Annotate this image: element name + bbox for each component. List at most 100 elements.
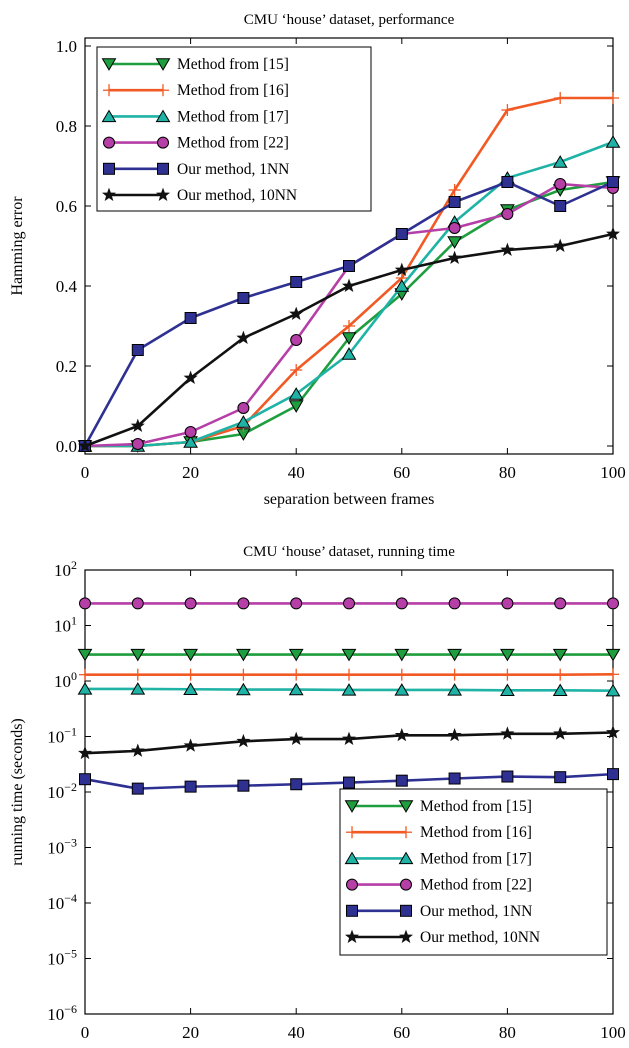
legend-marker [398, 800, 414, 813]
legend: Method from [15] Method from [16] Method f… [339, 788, 608, 956]
data-point [554, 771, 567, 784]
y-tick-exp: 0 [71, 669, 77, 683]
y-tick-base: 10 [54, 672, 71, 691]
series-5 [77, 226, 621, 452]
data-point [607, 768, 619, 781]
plot-frame [84, 37, 614, 455]
legend-entry: Our method, 10NN [344, 929, 540, 946]
data-point [79, 668, 91, 681]
data-point [184, 426, 197, 438]
x-tick-label: 0 [81, 463, 90, 482]
data-point [341, 278, 357, 292]
data-point [130, 418, 145, 432]
legend-marker [400, 904, 412, 917]
data-point [183, 435, 198, 448]
data-point [448, 184, 461, 196]
data-point [554, 200, 567, 212]
chart-0: CMU ‘house’ dataset, performance 0 20 40 60 8… [9, 12, 626, 508]
series-1 [79, 668, 619, 681]
data-point [236, 415, 251, 428]
legend-label: Method from [16] [420, 824, 532, 841]
legend-marker [398, 851, 414, 865]
data-point [130, 648, 146, 662]
data-point [447, 250, 462, 264]
legend-marker [346, 904, 358, 917]
data-point [290, 668, 303, 681]
y-axis-label: Hamming error [9, 196, 26, 296]
chart-title: CMU ‘house’ dataset, running time [243, 544, 455, 560]
data-point [605, 683, 621, 697]
x-tick-label: 20 [182, 1023, 199, 1042]
y-tick-base: 10 [47, 783, 64, 802]
data-point [501, 208, 514, 220]
data-point [131, 782, 144, 795]
legend-entry: Method from [17] [344, 850, 532, 867]
x-tick-label: 100 [600, 463, 626, 482]
y-tick-exp: 2 [71, 558, 77, 572]
legend-marker [344, 929, 360, 943]
y-tick-exp: −3 [64, 836, 77, 850]
y-tick-exp: −5 [64, 947, 77, 961]
series-5 [77, 725, 621, 760]
data-point [448, 597, 461, 610]
data-point [341, 683, 357, 696]
legend-marker [155, 58, 171, 71]
y-tick-label: 0.8 [56, 117, 77, 136]
x-axis-label: separation between frames [264, 491, 435, 508]
y-tick-base: 10 [54, 561, 71, 580]
legend-label: Method from [15] [420, 798, 532, 815]
data-point [395, 597, 408, 610]
data-point [289, 306, 304, 320]
y-tick-label: 100 [54, 669, 77, 691]
legend-label: Method from [15] [177, 56, 289, 73]
series-2 [77, 682, 621, 697]
y-tick-base: 10 [47, 728, 64, 747]
data-point [290, 778, 303, 791]
y-tick-base: 10 [47, 1005, 64, 1024]
data-point [288, 682, 304, 696]
data-point [605, 725, 621, 739]
x-tick-label: 60 [393, 463, 410, 482]
legend-marker [101, 58, 117, 71]
legend-marker [101, 109, 117, 123]
y-tick-base: 10 [47, 894, 64, 913]
data-point [394, 262, 409, 276]
data-point [77, 745, 93, 760]
chart-title: CMU ‘house’ dataset, performance [244, 12, 455, 28]
y-tick-label: 10−2 [47, 780, 77, 802]
legend-box [96, 46, 372, 212]
data-point [605, 648, 621, 662]
data-point [343, 320, 355, 332]
y-tick-label: 10−1 [47, 725, 77, 747]
data-point [343, 668, 355, 681]
legend-label: Our method, 1NN [420, 903, 532, 920]
y-tick-label: 102 [54, 558, 77, 580]
series-3 [79, 597, 619, 610]
legend-marker [155, 109, 171, 123]
legend-entry: Method from [15] [101, 56, 289, 73]
data-point [394, 683, 410, 696]
data-point [553, 238, 568, 252]
legend-marker [157, 84, 169, 97]
data-point [290, 364, 303, 376]
series-0 [77, 648, 621, 662]
data-point [554, 92, 567, 104]
x-tick-label: 20 [182, 463, 199, 482]
data-point [184, 312, 197, 324]
y-tick-exp: −4 [64, 891, 77, 905]
series-4 [79, 768, 619, 795]
data-point [448, 196, 461, 208]
data-point [395, 228, 408, 240]
legend-entry: Method from [16] [103, 82, 289, 99]
data-point [184, 597, 197, 610]
y-tick-exp: −1 [64, 725, 77, 739]
data-point [288, 648, 304, 662]
data-point [130, 743, 145, 757]
legend-marker [157, 162, 169, 175]
data-point [288, 400, 304, 413]
data-point [607, 597, 619, 610]
data-point [394, 727, 409, 742]
data-point [237, 597, 250, 610]
legend-label: Method from [22] [177, 135, 289, 152]
